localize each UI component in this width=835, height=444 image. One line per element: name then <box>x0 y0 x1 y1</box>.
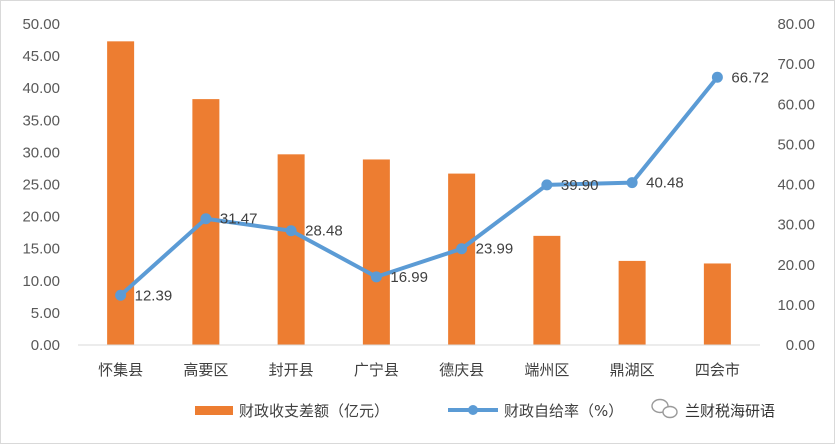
line-point <box>626 177 638 189</box>
right-tick-label: 40.00 <box>777 177 815 194</box>
line-point <box>370 271 382 283</box>
watermark-text: 兰财税海研语 <box>685 402 775 420</box>
left-tick-label: 5.00 <box>31 305 60 322</box>
line-data-labels: 12.39 31.47 28.48 16.99 23.99 39.90 40.48 66.72 <box>135 69 769 304</box>
right-tick-label: 30.00 <box>777 217 815 234</box>
left-tick-label: 20.00 <box>22 209 60 226</box>
category-label: 广宁县 <box>354 361 399 379</box>
right-tick-label: 60.00 <box>777 96 815 113</box>
line-point <box>285 225 297 237</box>
bar <box>703 263 731 345</box>
right-tick-label: 80.00 <box>777 16 815 33</box>
category-label: 鼎湖区 <box>610 361 655 379</box>
category-label: 端州区 <box>524 361 569 379</box>
bar <box>362 159 390 345</box>
category-label: 四会市 <box>695 361 740 379</box>
legend-label-bar: 财政收支差额（亿元） <box>239 402 389 420</box>
bar <box>277 154 305 345</box>
right-tick-label: 0.00 <box>786 337 815 354</box>
wechat-icon <box>651 398 678 419</box>
line-data-label: 39.90 <box>561 177 599 194</box>
watermark: 兰财税海研语 <box>651 398 775 420</box>
right-tick-label: 20.00 <box>777 257 815 274</box>
line-series <box>115 71 723 301</box>
category-labels: 怀集县 高要区 封开县 广宁县 德庆县 端州区 鼎湖区 四会市 <box>98 361 740 379</box>
category-label: 怀集县 <box>98 361 143 379</box>
line-data-label: 23.99 <box>476 241 514 258</box>
line-point <box>456 243 468 255</box>
bar <box>448 173 476 345</box>
left-tick-label: 0.00 <box>31 337 60 354</box>
category-label: 德庆县 <box>439 361 484 379</box>
right-axis-ticks: 0.00 10.00 20.00 30.00 40.00 50.00 60.00 70.00 8… <box>777 16 815 354</box>
left-axis-ticks: 0.00 5.00 10.00 15.00 20.00 25.00 30.00 35.00 40… <box>22 16 60 354</box>
bar <box>618 260 646 345</box>
line-data-label: 28.48 <box>305 223 343 240</box>
series-line <box>118 75 720 298</box>
category-label: 高要区 <box>183 361 228 379</box>
right-tick-label: 50.00 <box>777 136 815 153</box>
left-tick-label: 15.00 <box>22 241 60 258</box>
legend-label-line: 财政自给率（%） <box>504 402 623 420</box>
line-data-label: 40.48 <box>646 175 684 192</box>
left-tick-label: 40.00 <box>22 80 60 97</box>
line-data-label: 12.39 <box>135 287 173 304</box>
line-data-label: 16.99 <box>390 269 428 286</box>
left-tick-label: 35.00 <box>22 112 60 129</box>
legend-swatch-bar <box>195 406 233 415</box>
line-data-label: 66.72 <box>731 69 769 86</box>
bar <box>533 235 561 345</box>
left-tick-label: 50.00 <box>22 16 60 33</box>
right-tick-label: 10.00 <box>777 297 815 314</box>
legend-swatch-marker <box>468 405 478 415</box>
line-data-label: 31.47 <box>220 211 258 228</box>
line-point <box>711 71 723 83</box>
line-point <box>541 179 553 191</box>
line-point <box>200 213 212 225</box>
left-tick-label: 25.00 <box>22 177 60 194</box>
right-tick-label: 70.00 <box>777 56 815 73</box>
category-label: 封开县 <box>269 361 314 379</box>
left-tick-label: 10.00 <box>22 273 60 290</box>
line-point <box>115 289 127 301</box>
left-tick-label: 30.00 <box>22 144 60 161</box>
legend: 财政收支差额（亿元） 财政自给率（%） <box>195 402 623 420</box>
left-tick-label: 45.00 <box>22 48 60 65</box>
